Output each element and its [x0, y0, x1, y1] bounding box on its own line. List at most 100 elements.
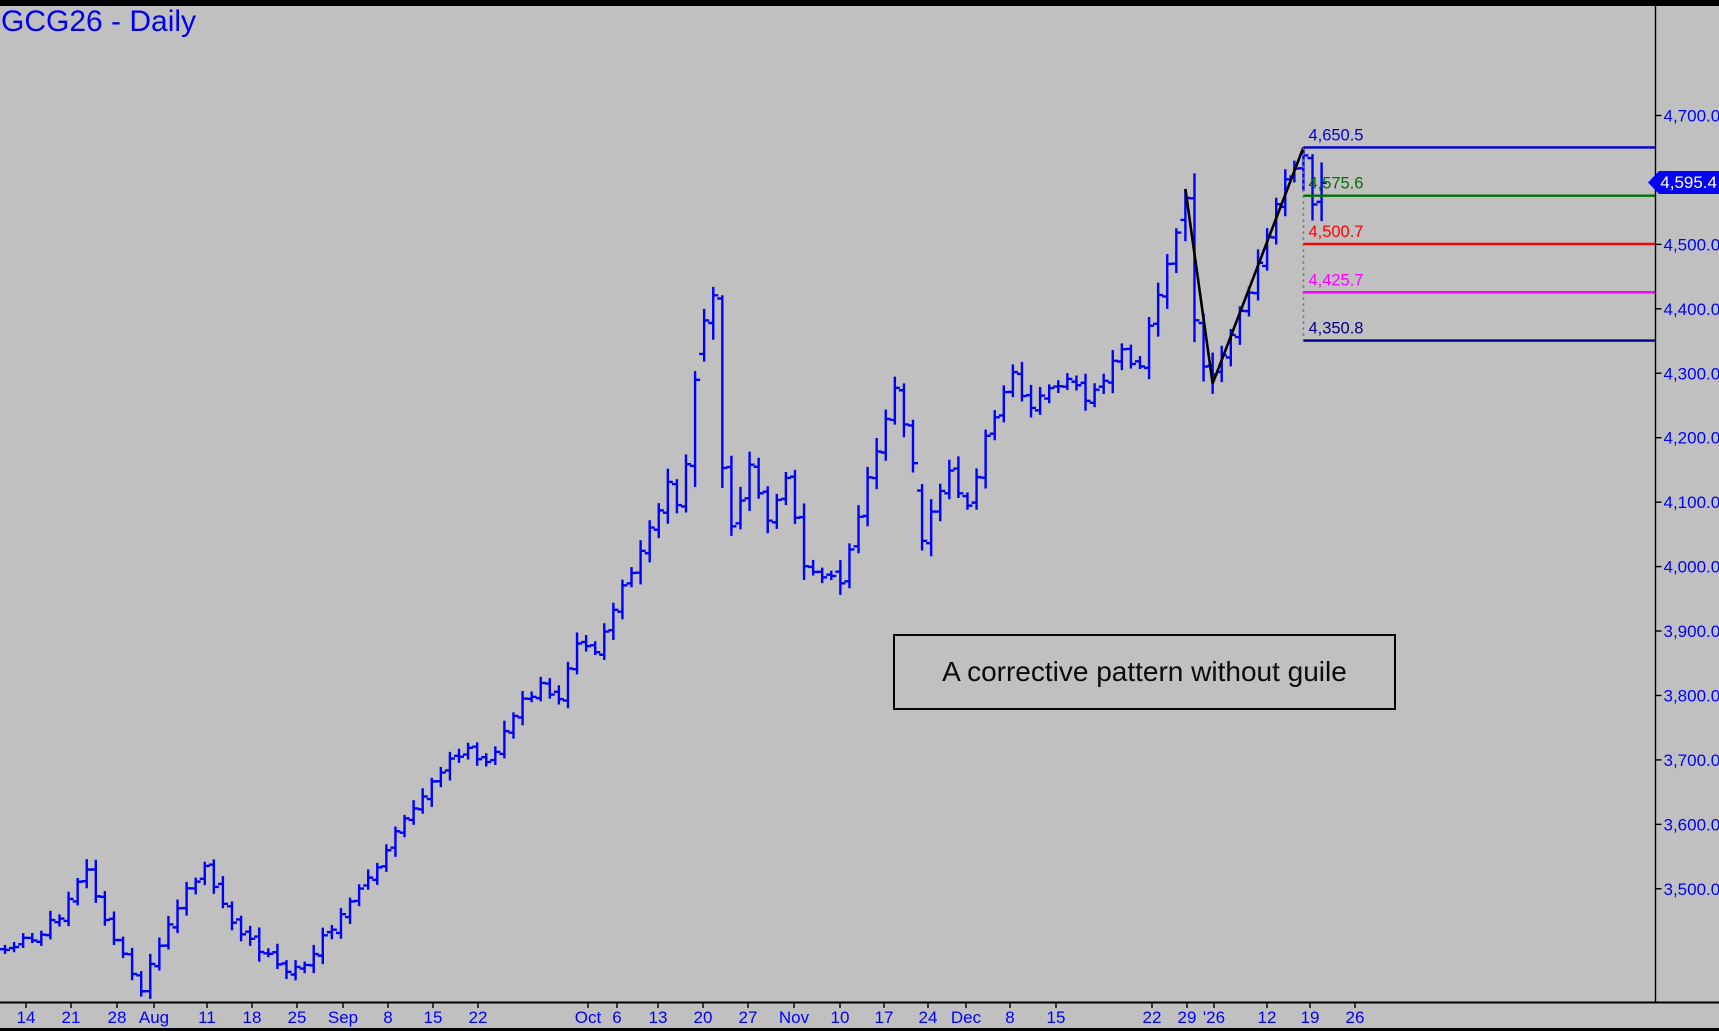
- chart-title: GCG26 - Daily: [1, 5, 197, 38]
- pivot-level-label: 4,425.7: [1308, 271, 1363, 289]
- ohlc-bar: [762, 486, 773, 534]
- ohlc-bar: [789, 469, 800, 524]
- ohlc-bar: [562, 661, 573, 709]
- ohlc-bar: [454, 748, 464, 763]
- ohlc-bar: [154, 937, 165, 971]
- ohlc-bar: [535, 676, 546, 702]
- ohlc-bar: [971, 468, 982, 510]
- ohlc-bar: [18, 933, 29, 948]
- ohlc-bar: [608, 602, 619, 640]
- y-axis-label: 4,100.0: [1664, 493, 1719, 512]
- y-axis-label: 3,800.0: [1664, 686, 1719, 705]
- ohlc-bar: [1116, 343, 1127, 371]
- ohlc-bar: [163, 915, 174, 950]
- pivot-level-label: 4,575.6: [1308, 175, 1363, 193]
- ohlc-bar: [708, 286, 719, 340]
- ohlc-bar: [671, 479, 682, 514]
- ohlc-bar: [317, 927, 328, 965]
- ohlc-bar: [36, 930, 47, 946]
- ohlc-bar: [880, 409, 891, 461]
- ohlc-bar: [1089, 383, 1100, 408]
- ohlc-bar: [63, 891, 74, 927]
- ohlc-bar: [481, 753, 492, 767]
- x-axis-label: 26: [1346, 1008, 1365, 1027]
- ohlc-bar: [1107, 350, 1118, 394]
- ohlc-bar: [499, 720, 510, 759]
- ohlc-bar: [236, 915, 247, 942]
- pivot-level-label: 4,500.7: [1308, 223, 1363, 241]
- ohlc-bar: [508, 712, 519, 739]
- y-axis-label: 3,500.0: [1664, 880, 1719, 899]
- ohlc-bar: [1071, 375, 1082, 391]
- x-axis-label: 14: [17, 1008, 36, 1027]
- annotation-box[interactable]: A corrective pattern without guile: [893, 634, 1396, 710]
- x-axis-label: 12: [1258, 1008, 1277, 1027]
- ohlc-bar: [526, 691, 537, 703]
- ohlc-bar: [1135, 356, 1145, 369]
- ohlc-bar: [308, 944, 319, 974]
- ohlc-bar: [753, 457, 764, 499]
- ohlc-bar: [299, 961, 310, 974]
- ohlc-bar: [944, 459, 955, 500]
- x-axis-label: Dec: [951, 1008, 982, 1027]
- ohlc-bar: [81, 859, 92, 889]
- pivot-level-label: 4,350.8: [1308, 320, 1363, 338]
- ohlc-bar: [544, 678, 555, 699]
- ohlc-bar: [199, 861, 210, 886]
- ohlc-bar: [862, 466, 873, 527]
- ohlc-bar: [744, 451, 755, 511]
- x-axis-label: 8: [1005, 1008, 1014, 1027]
- ohlc-bar: [72, 877, 83, 906]
- x-axis-label: Nov: [779, 1008, 810, 1027]
- ohlc-bar: [90, 859, 101, 903]
- ohlc-bar: [0, 944, 10, 954]
- x-axis-label: 28: [108, 1008, 127, 1027]
- ohlc-bar: [354, 884, 365, 907]
- ohlc-bar: [517, 691, 528, 726]
- ohlc-bar: [699, 308, 710, 362]
- ohlc-bar: [472, 742, 483, 766]
- annotation-text: A corrective pattern without guile: [942, 656, 1347, 687]
- ohlc-bar: [326, 924, 337, 940]
- ohlc-bar: [917, 484, 928, 551]
- ohlc-bar: [617, 579, 628, 620]
- ohlc-bar: [635, 540, 646, 585]
- ohlc-bar: [853, 505, 864, 554]
- ohlc-bar: [717, 295, 728, 488]
- ohlc-bar: [726, 455, 737, 536]
- x-axis-label: 19: [1301, 1008, 1320, 1027]
- y-axis-label: 4,000.0: [1664, 558, 1719, 577]
- ohlc-bar: [953, 456, 964, 498]
- x-axis-label: 21: [62, 1008, 81, 1027]
- pivot-level-label: 4,650.5: [1308, 126, 1363, 144]
- ohlc-bar: [290, 960, 301, 981]
- ohlc-bar: [381, 844, 392, 872]
- ohlc-bar: [444, 751, 455, 781]
- ohlc-bar: [871, 438, 882, 490]
- ohlc-bar: [1053, 380, 1064, 394]
- ohlc-bar: [1080, 373, 1091, 411]
- ohlc-bar: [581, 634, 592, 652]
- ohlc-bar: [644, 520, 655, 563]
- ohlc-bar: [662, 468, 673, 524]
- ohlc-bar: [435, 767, 446, 788]
- x-axis-label: '26: [1203, 1008, 1225, 1027]
- ohlc-bar: [408, 800, 419, 825]
- ohlc-bar: [599, 623, 610, 660]
- ohlc-bar: [390, 826, 401, 857]
- ohlc-bar: [417, 788, 428, 814]
- trendline: [1211, 146, 1305, 385]
- ohlc-bar: [1044, 384, 1055, 404]
- y-axis-label: 3,600.0: [1664, 815, 1719, 834]
- ohlc-bar: [335, 908, 346, 939]
- ohlc-bar: [1153, 282, 1164, 337]
- ohlc-bar: [118, 936, 129, 959]
- ohlc-bar: [553, 685, 564, 705]
- ohlc-bar: [889, 376, 900, 425]
- ohlc-bar: [181, 881, 192, 916]
- ohlc-bar: [190, 877, 201, 895]
- ohlc-bar: [208, 859, 219, 894]
- ohlc-bars: [0, 147, 1327, 999]
- ohlc-bar: [27, 933, 38, 944]
